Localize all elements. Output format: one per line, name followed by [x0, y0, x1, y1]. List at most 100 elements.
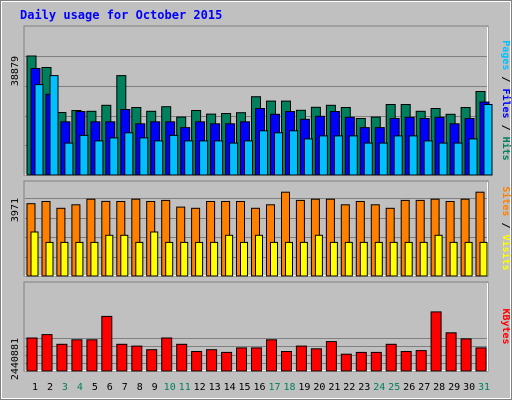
- bar-pages: Pages 12: 11152: [199, 140, 209, 176]
- bar-kbytes: KBytes 27: 1508812: [415, 350, 427, 372]
- bar-kbytes: KBytes 20: 1642024: [310, 348, 322, 372]
- bar-kbytes: KBytes 10: 2440881: [161, 337, 173, 372]
- panel-visits_sites: Visits 1: 3679Visits 2: 3792Visits 3: 34…: [10, 180, 512, 277]
- x-tick-label: 17: [268, 382, 280, 393]
- bar-kbytes: KBytes 17: 2308213: [266, 339, 277, 372]
- x-tick-label: 6: [107, 382, 113, 393]
- bar-sites: Sites 29: 1713: [449, 241, 458, 277]
- x-tick-label: 20: [313, 382, 325, 393]
- bar-pages: Pages 22: 12790: [348, 135, 358, 176]
- bar-pages: Pages 13: 11152: [214, 140, 224, 176]
- bar-sites: Sites 4: 1713: [75, 241, 84, 277]
- x-tick-label: 12: [194, 382, 206, 393]
- series-sites: Sites 1: 2241 Sites 2: 1713 Sites 3: 1713 S…: [30, 231, 488, 277]
- bar-sites: Sites 26: 1713: [404, 241, 413, 277]
- bar-sites: Sites 10: 1713: [165, 241, 174, 277]
- bar-sites: Sites 6: 2071: [105, 234, 114, 277]
- panel-axis-legend: Sites / Visits: [500, 186, 512, 270]
- bar-kbytes: KBytes 15: 1708636: [236, 347, 247, 372]
- x-tick-label: 14: [224, 382, 236, 393]
- bar-sites: Sites 25: 1713: [389, 241, 398, 277]
- x-tick-label: 2: [47, 382, 53, 393]
- x-tick-label: 18: [283, 382, 295, 393]
- bar-kbytes: KBytes 29: 2827282: [445, 332, 457, 372]
- bar-pages: Pages 27: 11152: [423, 140, 433, 176]
- series-pages: Pages 1: 29537 Pages 2: 32487 Pages 3: 104…: [34, 75, 493, 176]
- bar-pages: Pages 21: 12790: [333, 135, 343, 176]
- bar-sites: Sites 12: 1713: [195, 241, 204, 277]
- bar-pages: Pages 23: 10430: [363, 142, 373, 176]
- legend-entry: Sites: [500, 186, 512, 216]
- panel-axis-legend: KBytes: [500, 308, 511, 344]
- bar-pages: Pages 24: 10430: [378, 142, 388, 176]
- bar-kbytes: KBytes 11: 1975062: [176, 343, 188, 372]
- x-tick-label: 23: [358, 382, 370, 393]
- bar-kbytes: KBytes 6: 4040519: [101, 315, 113, 372]
- bar-kbytes: KBytes 31: 1708636: [475, 347, 487, 372]
- bar-kbytes: KBytes 30: 2374550: [460, 338, 472, 372]
- x-tick-label: 13: [209, 382, 221, 393]
- bar-pages: Pages 5: 11152: [94, 140, 104, 176]
- x-tick-label: 29: [448, 382, 460, 393]
- bar-sites: Sites 22: 1713: [344, 241, 353, 277]
- bar-kbytes: KBytes 25: 1975062: [385, 343, 397, 372]
- bar-sites: Sites 28: 2071: [434, 234, 443, 277]
- x-tick-label: 26: [403, 382, 415, 393]
- x-tick-label: 24: [373, 382, 385, 393]
- bar-kbytes: KBytes 4: 2308213: [71, 339, 83, 372]
- x-tick-label: 27: [418, 382, 430, 393]
- legend-entry: KBytes: [500, 308, 511, 344]
- bar-sites: Sites 2: 1713: [45, 241, 54, 277]
- bar-pages: Pages 7: 13776: [124, 132, 134, 176]
- legend-entry: Visits: [500, 235, 512, 271]
- bar-kbytes: KBytes 18: 1442210: [281, 351, 292, 372]
- x-tick-label: 16: [253, 382, 265, 393]
- bar-sites: Sites 30: 1713: [464, 241, 473, 277]
- bar-pages: Pages 16: 14432: [259, 130, 268, 176]
- bar-sites: Sites 27: 1713: [419, 241, 428, 277]
- x-tick-label: 3: [62, 382, 68, 393]
- bar-kbytes: KBytes 14: 1375606: [221, 351, 233, 372]
- bar-sites: Sites 3: 1713: [60, 241, 69, 277]
- legend-entry: /: [500, 70, 511, 88]
- x-tick-label: 8: [137, 382, 143, 393]
- bar-sites: Sites 24: 1713: [374, 241, 383, 277]
- bar-kbytes: KBytes 26: 1442210: [400, 351, 412, 372]
- bar-sites: Sites 11: 1713: [180, 241, 189, 277]
- legend-entry: /: [500, 216, 511, 234]
- bar-sites: Sites 1: 2241: [30, 231, 39, 277]
- x-tick-label: 5: [92, 382, 98, 393]
- x-tick-label: 31: [478, 382, 490, 393]
- bar-pages: Pages 8: 12135: [139, 137, 149, 176]
- bar-kbytes: KBytes 5: 2308213: [86, 339, 98, 372]
- bar-pages: Pages 31: 23035: [483, 104, 493, 176]
- bar-sites: Sites 8: 1713: [135, 241, 144, 277]
- bar-pages: Pages 25: 12790: [393, 135, 403, 176]
- bar-kbytes: KBytes 13: 1575418: [206, 349, 218, 372]
- chart-panels: Hits 1: 38879Hits 2: 35110Hits 3: 20412H…: [10, 25, 512, 380]
- x-tick-label: 22: [343, 382, 355, 393]
- x-tick-label: 30: [463, 382, 475, 393]
- bar-pages: Pages 28: 10430: [438, 142, 448, 176]
- bar-pages: Pages 2: 32487: [49, 75, 59, 176]
- bar-pages: Pages 6: 12135: [109, 137, 119, 176]
- bar-sites: Sites 14: 2071: [225, 234, 234, 277]
- x-tick-label: 19: [298, 382, 310, 393]
- bar-sites: Sites 7: 2071: [120, 234, 129, 277]
- bar-kbytes: KBytes 21: 2174939: [325, 341, 337, 372]
- bar-kbytes: KBytes 19: 1841854: [295, 345, 307, 372]
- bar-kbytes: KBytes 1: 2440881: [26, 337, 38, 372]
- bar-kbytes: KBytes 8: 1841854: [131, 345, 143, 372]
- bar-sites: Sites 18: 1713: [285, 241, 293, 277]
- bar-pages: Pages 15: 11152: [244, 140, 253, 176]
- bar-kbytes: KBytes 2: 2694074: [41, 334, 53, 372]
- bar-pages: Pages 19: 11808: [303, 138, 313, 176]
- panel-axis-legend: Pages / Files / Hits: [500, 40, 512, 160]
- bar-sites: Sites 20: 2071: [314, 234, 323, 277]
- bar-sites: Sites 9: 2241: [150, 231, 159, 277]
- legend-entry: /: [500, 119, 511, 137]
- bar-kbytes: KBytes 24: 1375606: [370, 351, 382, 372]
- bar-kbytes: KBytes 16: 1708636: [251, 347, 262, 372]
